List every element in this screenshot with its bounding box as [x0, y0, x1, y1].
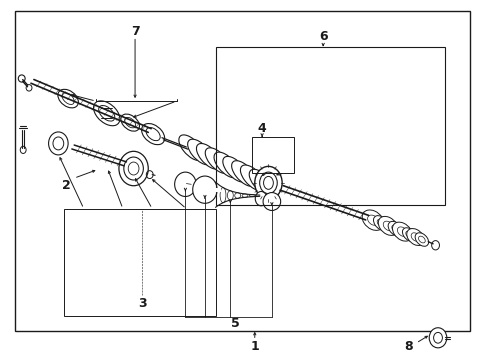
- Bar: [15, 12, 470, 330]
- Ellipse shape: [415, 233, 429, 246]
- Ellipse shape: [373, 216, 388, 230]
- Bar: [252, 137, 294, 173]
- Bar: [216, 47, 445, 205]
- Ellipse shape: [388, 221, 403, 236]
- Ellipse shape: [174, 172, 196, 197]
- Ellipse shape: [214, 152, 239, 178]
- Text: 3: 3: [138, 297, 147, 310]
- Ellipse shape: [49, 132, 68, 155]
- Text: 1: 1: [250, 340, 259, 353]
- Text: 2: 2: [62, 179, 71, 192]
- Text: 5: 5: [231, 317, 240, 330]
- Ellipse shape: [142, 123, 165, 145]
- Ellipse shape: [179, 135, 204, 161]
- Ellipse shape: [255, 192, 267, 206]
- Ellipse shape: [241, 165, 265, 191]
- Text: 6: 6: [319, 30, 327, 43]
- Ellipse shape: [407, 229, 424, 246]
- Ellipse shape: [232, 161, 256, 186]
- Ellipse shape: [249, 169, 274, 195]
- Ellipse shape: [223, 156, 247, 182]
- Ellipse shape: [402, 228, 416, 241]
- Ellipse shape: [429, 328, 447, 348]
- Ellipse shape: [263, 193, 281, 211]
- Ellipse shape: [392, 222, 412, 241]
- Ellipse shape: [94, 101, 120, 126]
- Text: 7: 7: [131, 25, 140, 38]
- Ellipse shape: [362, 210, 384, 230]
- Text: 8: 8: [404, 340, 413, 353]
- Text: 4: 4: [258, 122, 267, 135]
- Ellipse shape: [378, 216, 398, 235]
- Ellipse shape: [196, 144, 221, 169]
- Ellipse shape: [255, 166, 282, 199]
- Ellipse shape: [205, 148, 230, 174]
- Bar: [64, 209, 216, 316]
- Ellipse shape: [188, 139, 213, 165]
- Ellipse shape: [193, 176, 217, 203]
- Ellipse shape: [119, 151, 148, 186]
